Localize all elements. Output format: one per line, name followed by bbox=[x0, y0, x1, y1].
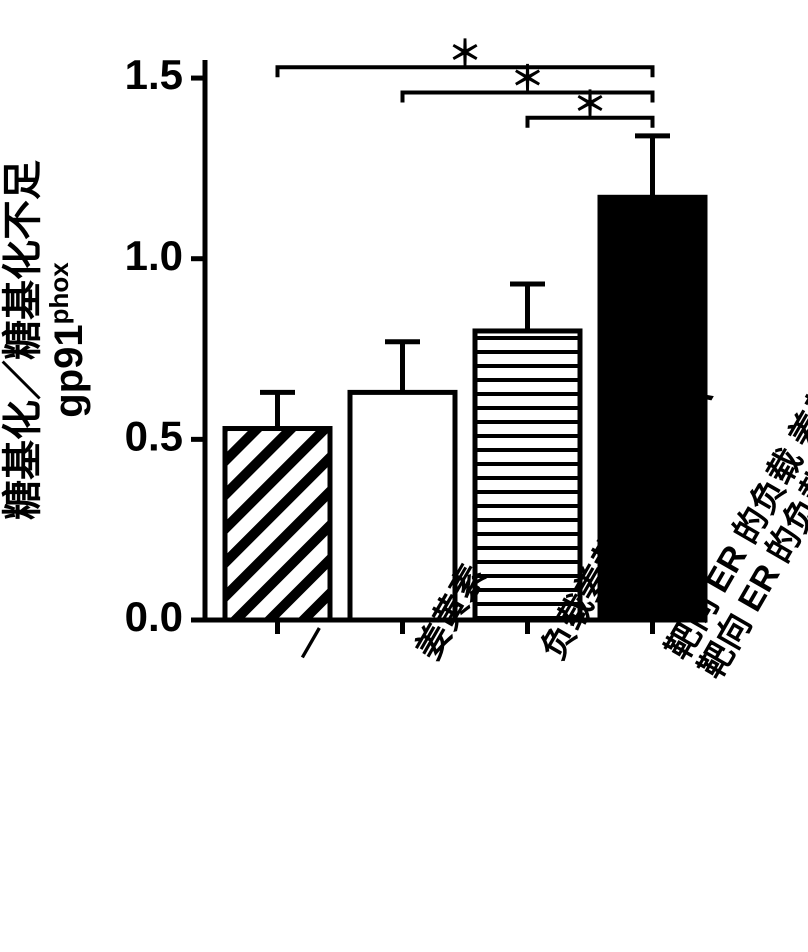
x-label-0-0: — bbox=[284, 618, 334, 666]
y-axis-label-line2: gp91phox bbox=[44, 262, 91, 418]
y-tick-label: 0.5 bbox=[125, 412, 183, 459]
sig-star-1: ＊ bbox=[511, 61, 545, 99]
bar-1 bbox=[350, 392, 455, 620]
y-axis-label-line1: 糖基化／糖基化不足 bbox=[1, 160, 45, 520]
y-tick-label: 1.0 bbox=[125, 232, 183, 279]
bar-chart: 0.00.51.01.5糖基化／糖基化不足gp91phox—姜黄素负载姜黄素的 … bbox=[0, 0, 808, 952]
chart-container: { "chart": { "type": "bar", "width_px": … bbox=[0, 0, 808, 952]
sig-star-2: ＊ bbox=[573, 86, 607, 124]
sig-star-0: ＊ bbox=[448, 35, 482, 73]
bar-0 bbox=[225, 429, 330, 620]
x-label-group-0: — bbox=[284, 618, 334, 666]
y-tick-label: 1.5 bbox=[125, 51, 183, 98]
y-axis-label-group: 糖基化／糖基化不足gp91phox bbox=[1, 160, 91, 520]
y-tick-label: 0.0 bbox=[125, 593, 183, 640]
